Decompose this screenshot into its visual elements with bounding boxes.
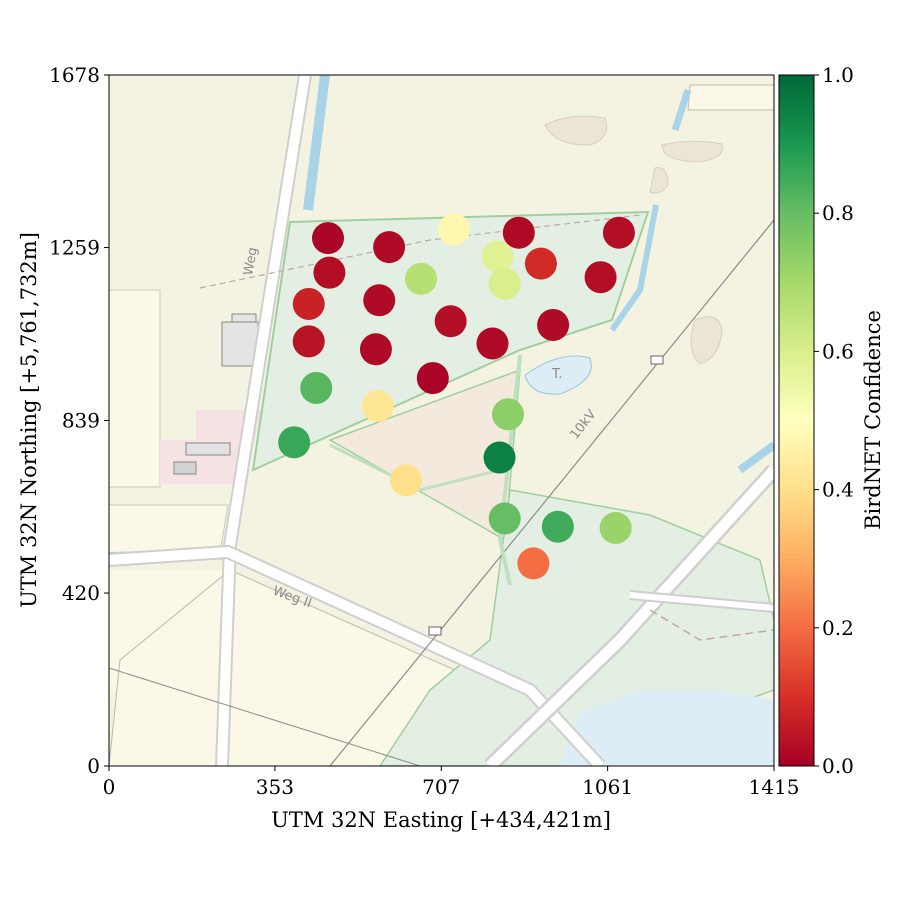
scatter-point-4	[502, 216, 535, 249]
basemap: Weg Weg II 10kV T.	[109, 75, 774, 766]
scatter-point-16	[537, 308, 570, 341]
colorbar-tick-label: 0.0	[822, 754, 854, 778]
y-tick-label: 0	[87, 754, 100, 778]
scatter-points	[278, 213, 635, 580]
colorbar-label: BirdNET Confidence	[861, 310, 885, 530]
scatter-point-25	[390, 464, 423, 497]
scatter-point-20	[416, 362, 449, 395]
scatter-point-6	[313, 256, 346, 289]
y-axis-label: UTM 32N Northing [+5,761,732m]	[17, 232, 41, 608]
y-axis: 0 420 839 1259 1678	[49, 63, 109, 778]
colorbar	[778, 74, 815, 767]
colorbar-tick-label: 0.2	[822, 616, 854, 640]
y-tick-label: 1259	[49, 236, 100, 260]
scatter-point-1	[312, 222, 345, 255]
colorbar-tick-label: 1.0	[822, 63, 854, 87]
scatter-point-12	[363, 284, 396, 317]
scatter-point-14	[292, 325, 325, 358]
colorbar-tick-label: 0.8	[822, 201, 854, 225]
scatter-point-7	[405, 262, 438, 295]
scatter-point-13	[488, 267, 521, 300]
scatter-point-9	[524, 247, 557, 280]
scatter-point-2	[373, 231, 406, 264]
scatter-point-22	[492, 398, 524, 431]
x-tick-label: 1415	[749, 775, 800, 799]
x-tick-label: 1061	[582, 775, 633, 799]
scatter-point-5	[602, 216, 635, 249]
scatter-point-23	[278, 426, 311, 459]
scatter-point-8	[481, 240, 514, 273]
x-axis: 0 353 707 1061 1415	[103, 766, 800, 799]
scatter-point-24	[483, 441, 516, 474]
colorbar-tick-label: 0.4	[822, 478, 854, 502]
scatter-point-15	[434, 305, 467, 338]
scatter-point-18	[476, 327, 509, 360]
colorbar-tick-label: 0.6	[822, 339, 854, 363]
x-axis-label: UTM 32N Easting [+434,421m]	[271, 808, 611, 832]
y-tick-label: 420	[62, 581, 100, 605]
x-tick-label: 707	[422, 775, 460, 799]
map-label-t: T.	[551, 367, 563, 382]
x-tick-label: 353	[256, 775, 294, 799]
scatter-point-17	[359, 333, 392, 366]
scatter-point-26	[488, 502, 521, 535]
scatter-point-21	[361, 390, 394, 423]
scatter-point-29	[517, 547, 550, 580]
y-tick-label: 839	[62, 409, 100, 433]
scatter-point-27	[541, 510, 574, 543]
x-tick-label: 0	[103, 775, 116, 799]
scatter-point-11	[292, 287, 325, 320]
scatter-point-28	[599, 511, 632, 544]
map-label-weg: Weg	[241, 246, 261, 277]
colorbar-axis: 0.0 0.2 0.4 0.6 0.8 1.0	[814, 63, 854, 778]
scatter-point-10	[584, 261, 617, 294]
scatter-point-19	[300, 371, 333, 404]
scatter-point-3	[437, 213, 470, 246]
y-tick-label: 1678	[49, 63, 100, 87]
